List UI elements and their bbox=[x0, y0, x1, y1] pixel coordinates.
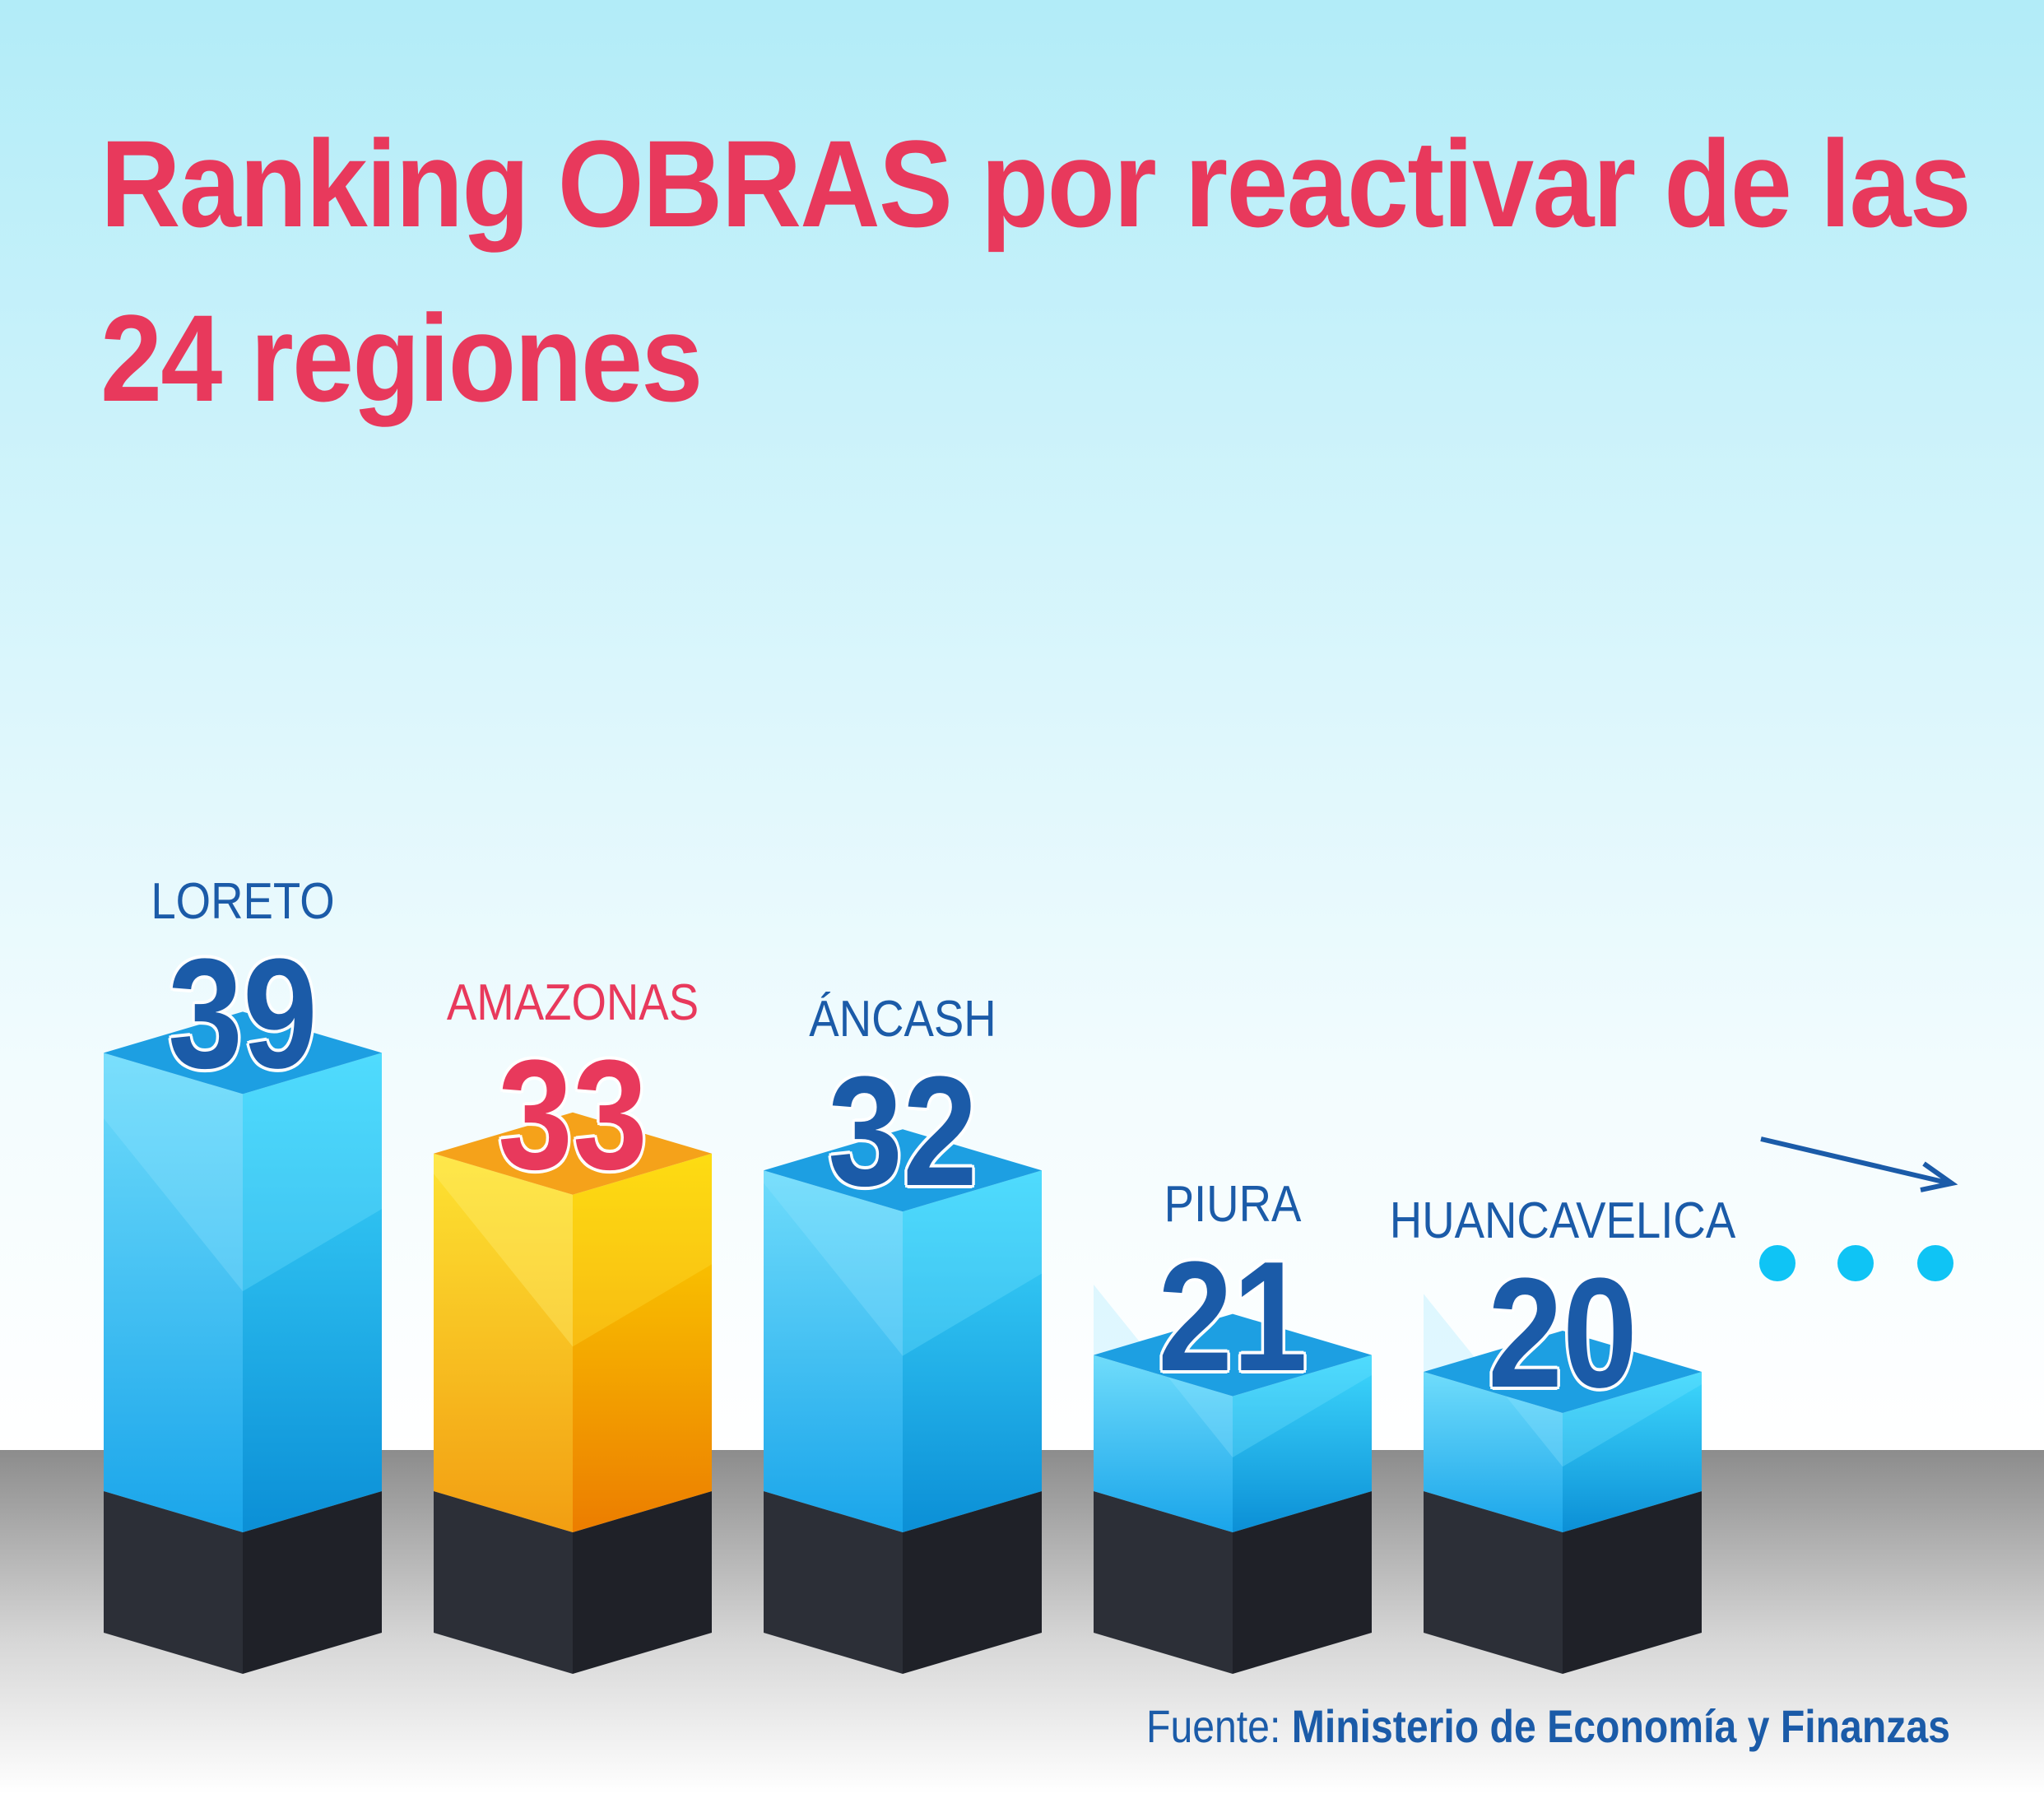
source-note: Fuente: Ministerio de Economía y Finanza… bbox=[1146, 1703, 1950, 1750]
bar-shade-right bbox=[1233, 1355, 1372, 1458]
bar-left-face bbox=[1094, 1355, 1233, 1532]
bar-base-right bbox=[243, 1491, 382, 1674]
data-label: 21 bbox=[1158, 1229, 1308, 1404]
bar-base-left bbox=[1094, 1491, 1233, 1674]
bar-shade-left bbox=[434, 1153, 573, 1347]
bar-base-left bbox=[764, 1491, 903, 1674]
bar-shade-right bbox=[573, 1153, 712, 1347]
bar-left-face bbox=[104, 1053, 243, 1532]
bar-base-right bbox=[573, 1491, 712, 1674]
data-label: 33 bbox=[498, 1027, 648, 1202]
bar-base-right bbox=[1563, 1491, 1702, 1674]
bars-layer bbox=[104, 1011, 1702, 1674]
ellipsis-icon bbox=[1759, 1245, 1953, 1281]
bar bbox=[1424, 1294, 1702, 1674]
category-label: ÁNCASH bbox=[809, 991, 996, 1048]
bar-base-right bbox=[1233, 1491, 1372, 1674]
data-label: 32 bbox=[828, 1044, 978, 1220]
bar-shade-right bbox=[903, 1170, 1042, 1356]
bar-right-face bbox=[903, 1170, 1042, 1532]
bar-shade-right bbox=[1563, 1372, 1702, 1467]
bar-base-right bbox=[903, 1491, 1042, 1674]
bar bbox=[764, 1129, 1042, 1674]
bar-left-face bbox=[434, 1153, 573, 1532]
bar-left-face bbox=[1424, 1372, 1563, 1532]
source-name: Ministerio de Economía y Finanzas bbox=[1291, 1700, 1950, 1752]
data-label: 39 bbox=[168, 927, 318, 1102]
bar-right-face bbox=[1563, 1372, 1702, 1532]
chart-title-line-2: 24 regiones bbox=[100, 289, 703, 427]
bar-base-left bbox=[434, 1491, 573, 1674]
bar-top-face bbox=[104, 1011, 382, 1095]
bar-shade-left bbox=[764, 1170, 903, 1356]
bar-top-face bbox=[1094, 1313, 1372, 1397]
bar-base-left bbox=[104, 1491, 243, 1674]
category-label: HUANCAVELICA bbox=[1389, 1192, 1736, 1249]
arrow-right-icon bbox=[1760, 1136, 1958, 1192]
source-label: Fuente: bbox=[1146, 1700, 1281, 1752]
bar bbox=[1094, 1285, 1372, 1674]
bar-right-face bbox=[243, 1053, 382, 1532]
bar-left-face bbox=[764, 1170, 903, 1532]
chart-title-line-1: Ranking OBRAS por reactivar de las bbox=[100, 114, 1972, 253]
bar-right-face bbox=[573, 1153, 712, 1532]
bar-top-face bbox=[764, 1129, 1042, 1212]
category-label: AMAZONAS bbox=[446, 974, 699, 1031]
bar-shade-left bbox=[104, 1053, 243, 1292]
bar-right-face bbox=[1233, 1355, 1372, 1532]
bar-shade-right bbox=[243, 1053, 382, 1292]
bar-top-face bbox=[434, 1112, 712, 1195]
data-label: 20 bbox=[1488, 1246, 1638, 1420]
category-label: PIURA bbox=[1164, 1175, 1302, 1233]
bar-top-face bbox=[1424, 1331, 1702, 1413]
bar bbox=[104, 1011, 382, 1674]
bar-base-left bbox=[1424, 1491, 1563, 1674]
category-label: LORETO bbox=[151, 873, 335, 931]
bar bbox=[434, 1112, 712, 1674]
